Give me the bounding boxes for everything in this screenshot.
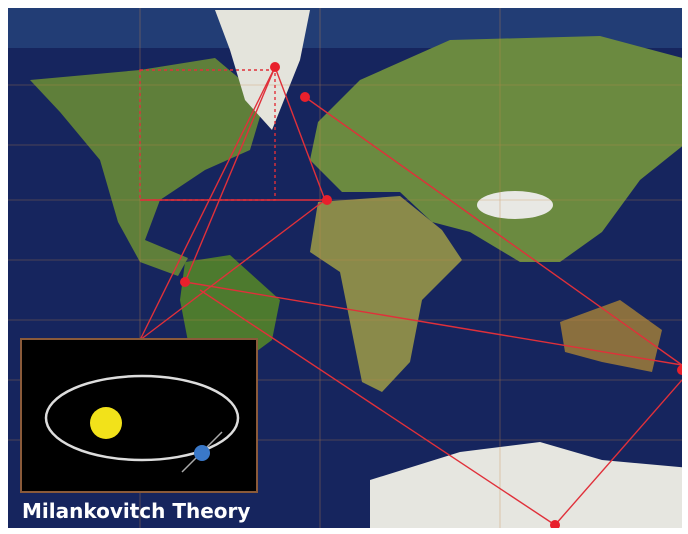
sun	[90, 407, 122, 439]
earth	[194, 445, 210, 461]
eurasia	[310, 36, 682, 262]
antarctica	[370, 442, 682, 528]
caption: Milankovitch Theory	[22, 499, 250, 523]
alignment-points	[180, 62, 682, 528]
tibet	[477, 191, 553, 219]
north-america	[30, 58, 265, 276]
orbit-inset	[20, 338, 258, 493]
alignment-lines	[139, 66, 682, 526]
inset-frame	[20, 338, 258, 493]
australia	[560, 300, 662, 372]
africa	[310, 196, 462, 392]
orbit	[44, 374, 240, 462]
